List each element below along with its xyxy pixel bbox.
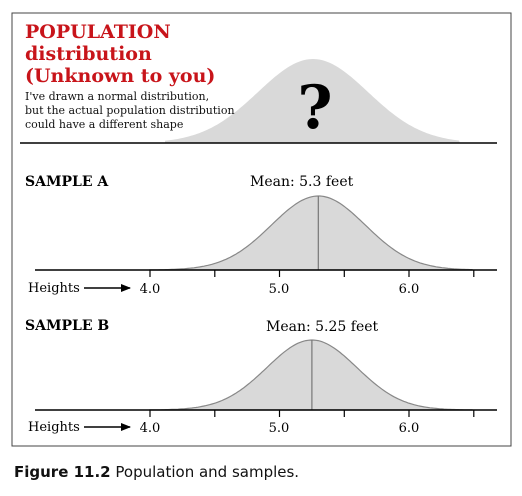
sample-a-label: SAMPLE A xyxy=(25,174,109,190)
population-curve xyxy=(165,59,460,143)
sample-b-mean-label: Mean: 5.25 feet xyxy=(266,319,379,335)
sample-a-axis-label: Heights xyxy=(28,281,80,296)
sample-b-tick-label: 4.0 xyxy=(140,421,161,436)
sample-a-mean-label: Mean: 5.3 feet xyxy=(250,174,354,190)
population-unknown-symbol: ? xyxy=(297,73,332,143)
figure-caption: Figure 11.2 Population and samples. xyxy=(14,463,299,481)
population-title-line: (Unknown to you) xyxy=(25,65,215,87)
sample-b-label: SAMPLE B xyxy=(25,318,109,334)
population-title-line: POPULATION xyxy=(25,21,171,43)
caption-text: Population and samples. xyxy=(115,463,300,481)
sample-b-tick-label: 5.0 xyxy=(269,421,290,436)
sample-b-curve xyxy=(149,339,473,411)
sample-a-tick-label: 6.0 xyxy=(399,282,420,297)
sample-a-tick-label: 4.0 xyxy=(140,282,161,297)
caption-number: Figure 11.2 xyxy=(14,463,111,481)
figure-frame xyxy=(11,12,512,447)
sample-b-tick-label: 6.0 xyxy=(399,421,420,436)
sample-b-axis-label: Heights xyxy=(28,420,80,435)
sample-a-tick-label: 5.0 xyxy=(269,282,290,297)
population-note-line: but the actual population distribution xyxy=(25,104,235,117)
population-note-line: could have a different shape xyxy=(25,118,183,131)
sample-b-ticks xyxy=(149,410,475,417)
population-title: POPULATION distribution (Unknown to you) xyxy=(25,21,215,87)
population-note-line: I've drawn a normal distribution, xyxy=(25,90,209,103)
sample-a-ticks xyxy=(149,270,475,277)
population-title-line: distribution xyxy=(25,43,152,65)
sample-a-curve xyxy=(149,195,473,271)
population-note: I've drawn a normal distribution, but th… xyxy=(25,90,238,131)
